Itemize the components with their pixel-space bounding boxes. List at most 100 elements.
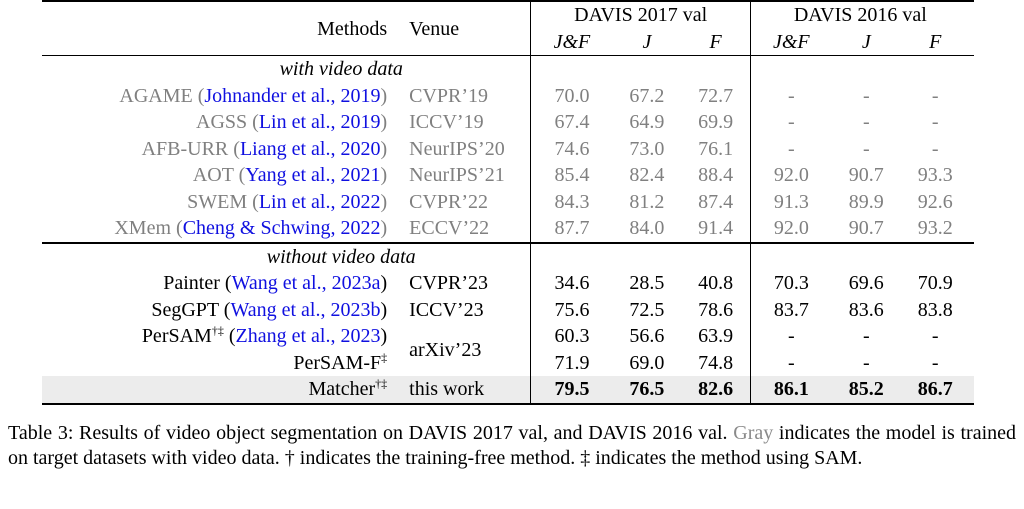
value-cell: 67.2 <box>629 84 665 107</box>
value-cell: 60.3 <box>530 323 613 350</box>
header-metric: J&F <box>749 28 832 56</box>
value-cell: 56.6 <box>629 325 665 348</box>
value-cell: 67.4 <box>530 109 613 136</box>
table-caption: Table 3: Results of video object segment… <box>8 421 1016 470</box>
table-row: AGSS (Lin et al., 2019) ICCV’19 67.4 64.9 69… <box>42 109 974 136</box>
method-cell: Painter (Wang et al., 2023a) <box>163 272 388 295</box>
value-cell: 88.4 <box>698 164 734 187</box>
value-cell: 70.0 <box>530 82 613 109</box>
method-name: AOT <box>192 164 234 187</box>
method-superscript: ‡ <box>381 350 388 365</box>
value-cell: - <box>749 135 832 162</box>
citation-link[interactable]: Liang et al., 2020 <box>239 137 381 160</box>
method-name: AGSS <box>196 111 248 134</box>
venue-cell: NeurIPS’21 <box>409 164 505 187</box>
value-cell: 82.4 <box>629 164 665 187</box>
header-metric: F <box>709 30 722 53</box>
table-row: SWEM (Lin et al., 2022) CVPR’22 84.3 81.2 87… <box>42 188 974 215</box>
value-cell: 40.8 <box>698 272 734 295</box>
method-superscript: †‡ <box>375 376 388 391</box>
value-cell: - <box>749 323 832 350</box>
section-row: with video data <box>42 55 974 83</box>
value-cell: 90.7 <box>848 217 884 240</box>
method-name: Matcher <box>308 378 376 401</box>
table-row: SegGPT (Wang et al., 2023b) ICCV’23 75.6 72… <box>42 296 974 323</box>
value-cell: 64.9 <box>629 111 665 134</box>
venue-cell: CVPR’23 <box>409 272 489 295</box>
citation-link[interactable]: Yang et al., 2021 <box>245 164 381 187</box>
table-row: Matcher†‡ this work 79.5 76.5 82.6 86.1 85.2 86… <box>42 376 974 405</box>
header-metric: J <box>861 30 871 53</box>
value-cell: 71.9 <box>530 349 613 376</box>
value-cell: 87.4 <box>698 190 734 213</box>
header-davis-2017: DAVIS 2017 val <box>530 0 751 29</box>
value-cell: 89.9 <box>848 190 884 213</box>
citation-link[interactable]: Wang et al., 2023b <box>230 298 381 321</box>
value-cell: 63.9 <box>698 325 734 348</box>
venue-cell: this work <box>395 376 531 405</box>
venue-cell: ECCV’22 <box>409 217 490 240</box>
value-cell: - <box>931 137 939 160</box>
citation-link[interactable]: Lin et al., 2022 <box>258 190 381 213</box>
value-cell: 86.7 <box>900 376 970 405</box>
citation-link[interactable]: Wang et al., 2023a <box>231 272 381 295</box>
value-cell: 90.7 <box>848 164 884 187</box>
table-row: Painter (Wang et al., 2023a) CVPR’23 34.6 2… <box>42 270 974 297</box>
method-name: PerSAM <box>141 325 212 348</box>
venue-cell: NeurIPS’20 <box>409 137 505 160</box>
method-cell: SegGPT (Wang et al., 2023b) <box>151 298 388 321</box>
value-cell: 72.7 <box>698 84 734 107</box>
citation-link[interactable]: Johnander et al., 2019 <box>204 84 381 107</box>
venue-cell: CVPR’22 <box>409 190 489 213</box>
citation-link[interactable]: Cheng & Schwing, 2022 <box>182 217 381 240</box>
value-cell: 84.3 <box>530 188 613 215</box>
header-methods: Methods <box>42 0 396 56</box>
table-row: AFB-URR (Liang et al., 2020) NeurIPS’20 74… <box>42 135 974 162</box>
value-cell: - <box>931 351 939 374</box>
header-metric: J&F <box>530 28 613 56</box>
value-cell: 83.6 <box>848 298 884 321</box>
method-cell: AGAME (Johnander et al., 2019) <box>119 84 388 107</box>
value-cell: 73.0 <box>629 137 665 160</box>
value-cell: - <box>749 82 832 109</box>
value-cell: 87.7 <box>530 215 613 243</box>
citation-link[interactable]: Lin et al., 2019 <box>258 111 381 134</box>
value-cell: 34.6 <box>530 270 613 297</box>
method-name: XMem <box>114 217 172 240</box>
method-cell: PerSAM-F‡ <box>42 350 395 377</box>
value-cell: 79.5 <box>530 376 613 405</box>
value-cell: - <box>749 349 832 376</box>
citation-link[interactable]: Zhang et al., 2023 <box>235 325 381 348</box>
method-cell: XMem (Cheng & Schwing, 2022) <box>114 217 388 240</box>
value-cell: 76.5 <box>612 376 682 405</box>
value-cell: - <box>862 111 870 134</box>
venue-cell: ICCV’23 <box>409 298 484 321</box>
section-label: without video data <box>42 241 531 270</box>
table-row: XMem (Cheng & Schwing, 2022) ECCV’22 87.7 8… <box>42 215 974 243</box>
value-cell: 74.8 <box>698 351 734 374</box>
value-cell: 70.9 <box>917 272 953 295</box>
method-cell: Matcher†‡ <box>42 376 396 405</box>
section-row: without video data <box>42 241 974 270</box>
method-name: Painter <box>163 272 220 295</box>
method-name: SWEM <box>187 190 248 213</box>
method-cell: AFB-URR (Liang et al., 2020) <box>141 137 388 160</box>
value-cell: 84.0 <box>629 217 665 240</box>
value-cell: 69.6 <box>848 272 884 295</box>
value-cell: - <box>862 84 870 107</box>
value-cell: 78.6 <box>698 298 734 321</box>
section-label: with video data <box>42 55 531 83</box>
value-cell: - <box>931 325 939 348</box>
header-venue: Venue <box>395 0 531 56</box>
table-row: PerSAM-F‡ 71.9 69.0 74.8- - - <box>42 349 974 377</box>
method-cell: AGSS (Lin et al., 2019) <box>196 111 388 134</box>
value-cell: - <box>862 325 870 348</box>
value-cell: 93.3 <box>917 164 953 187</box>
value-cell: 86.1 <box>749 376 832 405</box>
value-cell: 76.1 <box>698 137 734 160</box>
value-cell: 81.2 <box>629 190 665 213</box>
value-cell: - <box>931 111 939 134</box>
table-row: PerSAM†‡ (Zhang et al., 2023) arXiv’23 60.… <box>42 323 974 361</box>
method-name: AFB-URR <box>141 137 229 160</box>
table-row: AOT (Yang et al., 2021) NeurIPS’21 85.4 82.… <box>42 162 974 189</box>
